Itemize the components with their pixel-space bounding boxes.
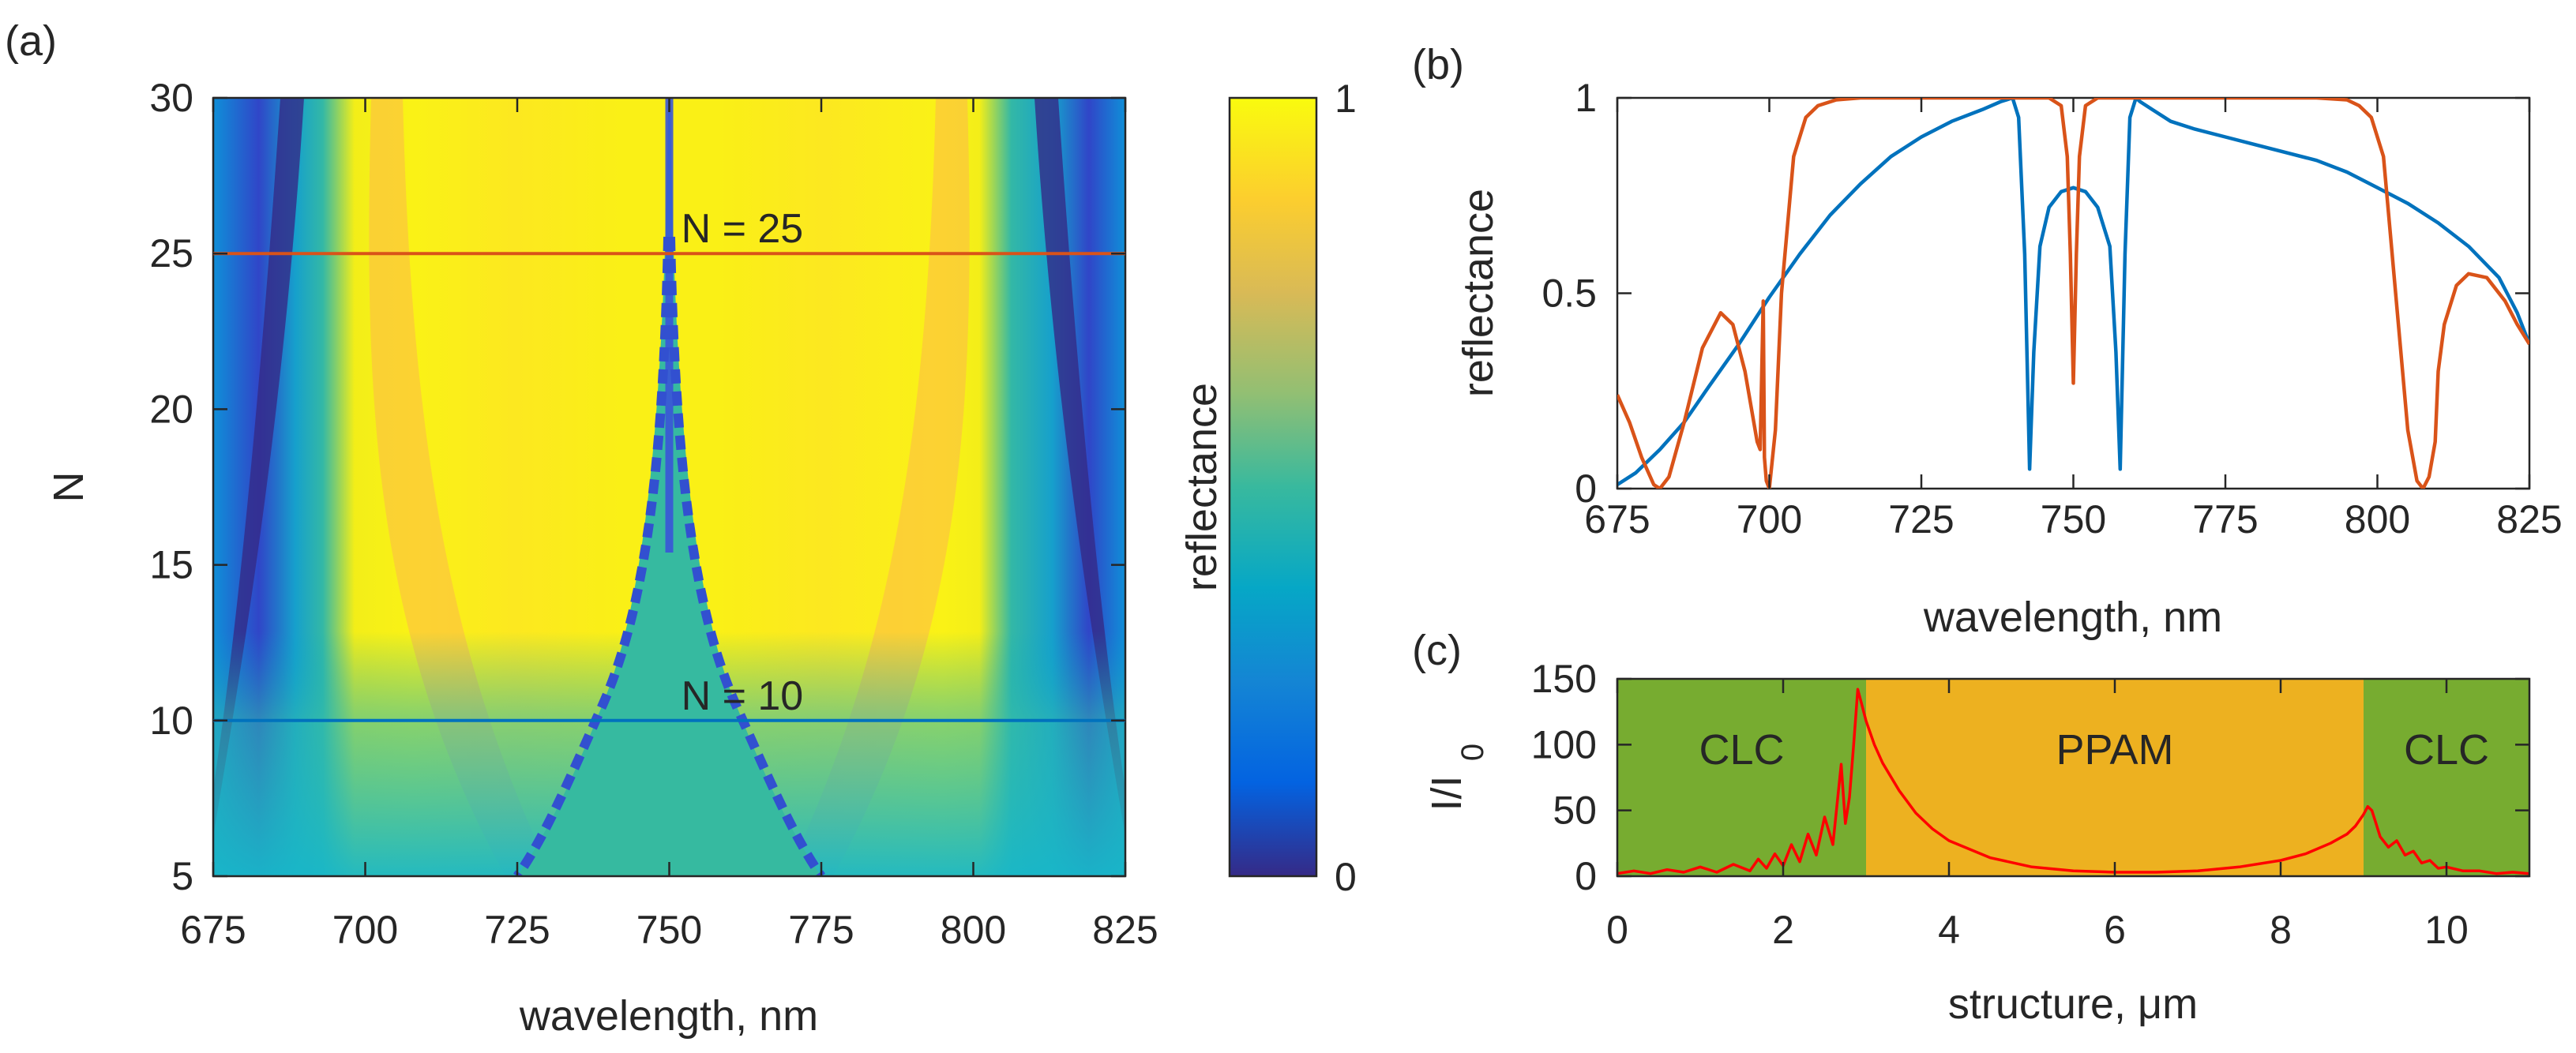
line-plot-c-regions: CLC PPAM CLC [1617, 679, 2529, 876]
x-tick-label: 825 [1092, 908, 1158, 952]
reference-line-label: N = 10 [682, 673, 804, 719]
panel-label-b: (b) [1412, 41, 1464, 88]
x-tick-label: 725 [484, 908, 550, 952]
colorbar-tick-max: 1 [1335, 77, 1357, 121]
x-tick-label: 775 [788, 908, 854, 952]
region-label: PPAM [2056, 726, 2173, 774]
x-tick-label: 800 [941, 908, 1006, 952]
y-tick-label: 0 [1575, 467, 1597, 511]
y-tick-label: 50 [1553, 789, 1597, 833]
y-tick-label: 100 [1531, 722, 1597, 766]
x-tick-label: 750 [636, 908, 702, 952]
region-label: CLC [2404, 726, 2489, 774]
x-tick-label: 725 [1888, 497, 1954, 541]
colorbar-gradient [1228, 96, 1318, 878]
colorbar-label: reflectance [1178, 383, 1226, 591]
line-plot-b-y-ticks: 00.51 [1541, 76, 2529, 511]
line-plot-c-y-label-sub: 0 [1455, 744, 1490, 761]
y-tick-label: 150 [1531, 657, 1597, 701]
colorbar-tick-min: 0 [1335, 855, 1357, 899]
region-ppam [1866, 679, 2364, 876]
series-line-N-25 [1617, 98, 2529, 489]
y-tick-label: 0 [1575, 854, 1597, 898]
y-tick-label: 1 [1575, 76, 1597, 120]
panel-label-a: (a) [5, 17, 57, 65]
series-line-intensity [1617, 688, 2529, 875]
y-tick-label: 15 [149, 543, 193, 587]
x-tick-label: 0 [1606, 908, 1628, 952]
x-tick-label: 2 [1772, 908, 1794, 952]
heatmap-x-ticks: 675 700 725 750 775 800 825 [180, 98, 1158, 952]
x-tick-label: 700 [332, 908, 398, 952]
x-tick-label: 700 [1737, 497, 1802, 541]
heatmap-x-label: wavelength, nm [519, 992, 818, 1040]
x-tick-label: 800 [2345, 497, 2410, 541]
panel-label-c: (c) [1412, 627, 1462, 674]
heatmap-plot-area [213, 98, 1125, 876]
y-tick-label: 5 [171, 854, 193, 898]
line-plot-b-x-ticks: 675 700 725 750 775 800 825 [1584, 98, 2563, 541]
heatmap-reference-lines: N = 25 N = 10 [213, 206, 1125, 722]
line-plot-c-y-label: I/I 0 [1423, 744, 1490, 811]
y-tick-label: 10 [149, 699, 193, 743]
region-label: CLC [1699, 726, 1784, 774]
y-tick-label: 25 [149, 231, 193, 275]
x-tick-label: 675 [180, 908, 246, 952]
reference-line-label: N = 25 [682, 206, 804, 252]
heatmap-y-ticks: 5 10 15 20 25 30 [149, 76, 1125, 898]
x-tick-label: 8 [2270, 908, 2292, 952]
y-tick-label: 30 [149, 76, 193, 120]
line-plot-b-x-label: wavelength, nm [1923, 594, 2222, 641]
x-tick-label: 825 [2496, 497, 2562, 541]
x-tick-label: 675 [1584, 497, 1650, 541]
heatmap-y-label: N [45, 472, 92, 503]
line-plot-c-frame [1616, 677, 2531, 878]
line-plot-c-y-ticks: 0 50 100 150 [1531, 657, 2529, 898]
x-tick-label: 4 [1938, 908, 1960, 952]
line-plot-c-x-ticks: 0 2 4 6 8 10 [1606, 679, 2469, 952]
x-tick-label: 775 [2192, 497, 2258, 541]
y-tick-label: 0.5 [1541, 272, 1597, 316]
line-plot-c-x-label: structure, μm [1948, 980, 2198, 1028]
y-tick-label: 20 [149, 387, 193, 431]
x-tick-label: 6 [2104, 908, 2126, 952]
x-tick-label: 750 [2041, 497, 2106, 541]
region-clc [1617, 679, 1866, 876]
line-plot-b-y-label: reflectance [1455, 189, 1502, 397]
x-tick-label: 10 [2424, 908, 2469, 952]
heatmap-defect-edge-right [666, 236, 825, 876]
heatmap-defect-edge-left [513, 236, 673, 876]
line-plot-c-y-label-main: I/I [1423, 775, 1470, 811]
line-plot-b-series [1617, 98, 2529, 489]
line-plot-c-series [1617, 688, 2529, 875]
